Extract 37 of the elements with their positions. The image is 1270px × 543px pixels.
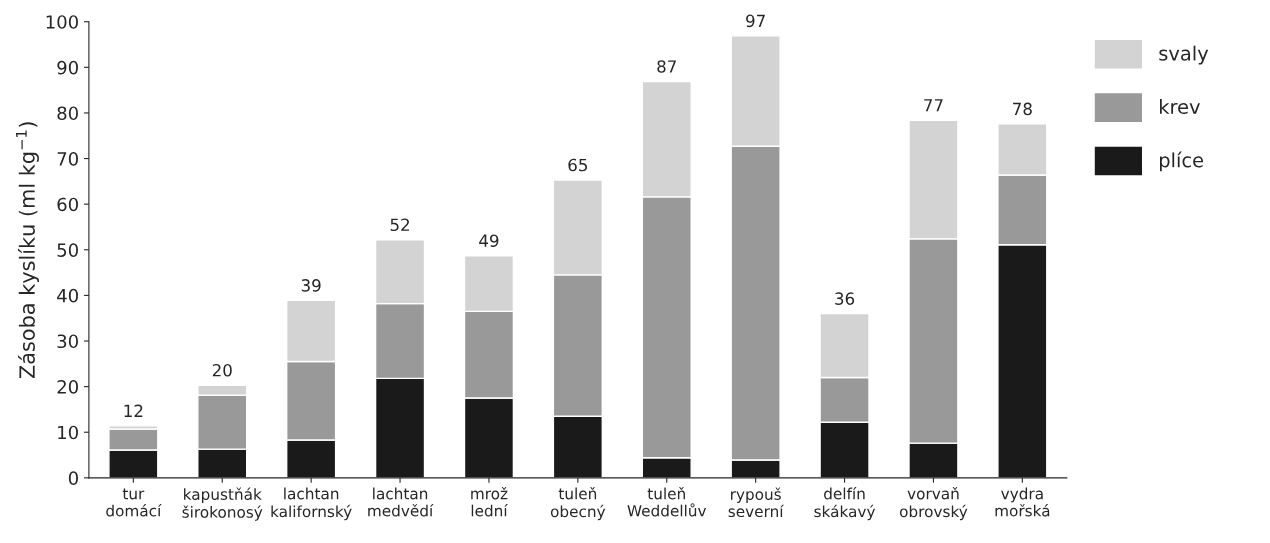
y-axis-title: Zásoba kyslíku (ml kg$^{−1}$) [16, 122, 39, 379]
total-label: 36 [835, 292, 855, 305]
x-tick-label: mrož lední [471, 486, 508, 517]
x-tick-label: lachtan kalifornský [271, 487, 352, 521]
x-tick-label: rypouš severní [728, 487, 784, 518]
total-label: 49 [479, 234, 499, 248]
x-tick-label: lachtan medvědí [368, 487, 434, 517]
total-label: 20 [212, 363, 232, 377]
total-label: 65 [568, 158, 587, 172]
x-tick-label: kapustňák širokonosý [182, 487, 263, 521]
x-tick-label: tuleň obecný [550, 486, 606, 521]
y-tick-label: 90 [57, 60, 78, 75]
y-tick-label: 10 [58, 425, 78, 440]
y-tick-label: 80 [57, 106, 78, 121]
x-tick-label: vydra mořská [995, 487, 1050, 517]
total-label: 77 [924, 99, 943, 112]
x-tick-label: delfín skákavý [814, 486, 876, 521]
total-label: 39 [301, 279, 321, 292]
y-tick-label: 0 [68, 471, 78, 485]
total-label: 87 [657, 60, 676, 73]
legend-label: krev [1160, 99, 1200, 115]
x-tick-label: vorvaň obrovský [899, 486, 968, 521]
y-tick-label: 20 [57, 380, 78, 394]
y-tick-label: 30 [57, 334, 78, 349]
x-tick-label: tuleň Weddellův [627, 486, 707, 517]
y-tick-label: 100 [46, 15, 78, 29]
total-label: 78 [1013, 102, 1032, 116]
legend-label: plíce [1160, 151, 1204, 172]
x-tick-label: tur domácí [106, 488, 162, 517]
y-tick-label: 60 [57, 197, 78, 212]
legend-label: svaly [1159, 45, 1209, 65]
total-label: 97 [746, 14, 765, 28]
y-tick-label: 50 [57, 243, 78, 257]
y-tick-label: 40 [57, 288, 78, 303]
total-label: 52 [390, 218, 409, 232]
y-tick-label: 70 [57, 152, 78, 166]
total-label: 12 [124, 404, 143, 417]
